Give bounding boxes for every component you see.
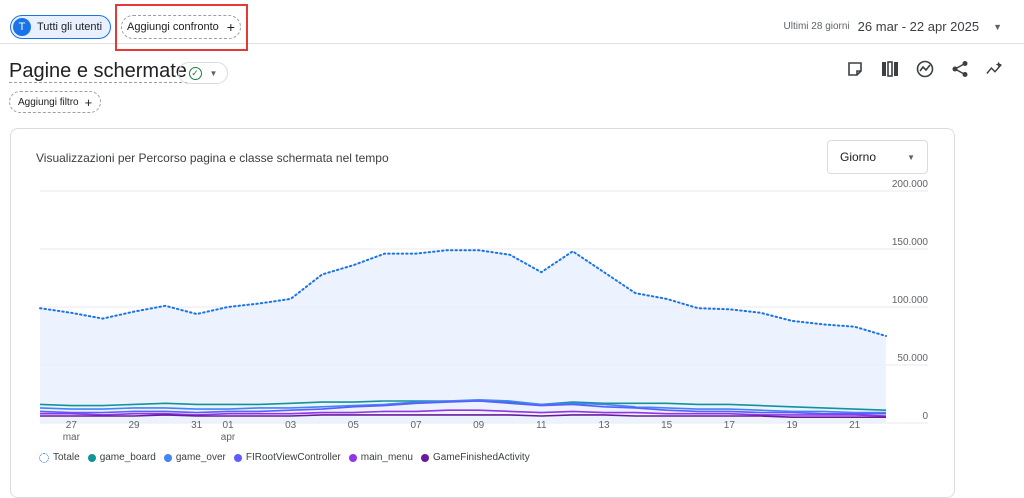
legend-label: game_over bbox=[175, 452, 226, 463]
legend-label: main_menu bbox=[360, 452, 413, 463]
legend-dot bbox=[87, 453, 96, 462]
x-tick-label: 11 bbox=[536, 420, 547, 431]
legend-dot bbox=[348, 453, 357, 462]
legend-item[interactable]: main_menu bbox=[348, 452, 413, 463]
legend-item[interactable]: GameFinishedActivity bbox=[421, 452, 530, 463]
legend-item[interactable]: FIRootViewController bbox=[233, 452, 341, 463]
x-tick-label: 21 bbox=[849, 420, 861, 431]
plus-icon: + bbox=[84, 94, 93, 110]
share-icon[interactable] bbox=[951, 60, 969, 78]
series-line-GameFinishedActivity bbox=[40, 414, 886, 419]
add-comparison-button[interactable]: Aggiungi confronto + bbox=[121, 15, 241, 39]
y-tick-label: 200.000 bbox=[892, 179, 929, 190]
x-tick-label: 03 bbox=[285, 420, 297, 431]
x-tick-label: 27 bbox=[66, 420, 78, 431]
granularity-value: Giorno bbox=[840, 150, 877, 164]
x-tick-label: 13 bbox=[598, 420, 610, 431]
chart-title: Visualizzazioni per Percorso pagina e cl… bbox=[36, 151, 389, 165]
legend-label: game_board bbox=[99, 452, 156, 463]
avatar: T bbox=[13, 18, 31, 36]
all-users-chip[interactable]: T Tutti gli utenti bbox=[10, 15, 112, 39]
chart-legend: Totale game_board game_over FIRootViewContr… bbox=[39, 452, 530, 463]
notes-icon[interactable] bbox=[846, 60, 864, 78]
y-tick-label: 50.000 bbox=[897, 353, 928, 364]
report-status-chip[interactable]: ✓ ▼ bbox=[178, 62, 228, 84]
x-tick-month: apr bbox=[221, 432, 236, 443]
plus-icon: + bbox=[226, 19, 235, 35]
top-bar: T Tutti gli utenti Aggiungi confronto + … bbox=[0, 0, 1024, 51]
series-line-Totale bbox=[39, 249, 887, 337]
legend-label: Totale bbox=[53, 452, 80, 463]
legend-item[interactable]: Totale bbox=[39, 452, 80, 463]
trend-icon[interactable] bbox=[986, 60, 1004, 78]
report-toolbar bbox=[846, 60, 1004, 78]
chevron-down-icon: ▼ bbox=[907, 152, 915, 162]
add-comparison-label: Aggiungi confronto bbox=[127, 21, 219, 33]
legend-label: GameFinishedActivity bbox=[433, 452, 530, 463]
y-tick-label: 150.000 bbox=[892, 237, 929, 248]
x-tick-label: 01 bbox=[222, 420, 234, 431]
x-tick-label: 09 bbox=[473, 420, 485, 431]
check-circle-icon: ✓ bbox=[188, 66, 202, 80]
date-range-label: Ultimi 28 giorni bbox=[783, 21, 850, 32]
insights-icon[interactable] bbox=[916, 60, 934, 78]
legend-dot bbox=[163, 453, 172, 462]
x-tick-label: 19 bbox=[786, 420, 798, 431]
page-title[interactable]: Pagine e schermate bbox=[9, 60, 187, 83]
compare-columns-icon[interactable] bbox=[881, 60, 899, 78]
y-tick-label: 100.000 bbox=[892, 295, 929, 306]
series-area-0 bbox=[40, 250, 886, 423]
add-filter-button[interactable]: Aggiungi filtro + bbox=[9, 91, 102, 113]
y-tick-label: 0 bbox=[922, 411, 928, 422]
legend-dot bbox=[421, 453, 429, 462]
series-line-FIRootViewController bbox=[39, 400, 886, 415]
legend-dot bbox=[39, 452, 49, 463]
x-tick-label: 31 bbox=[191, 420, 203, 431]
x-tick-month: mar bbox=[63, 432, 81, 443]
x-tick-label: 17 bbox=[724, 420, 736, 431]
legend-label: FIRootViewController bbox=[245, 452, 341, 463]
date-range-picker[interactable]: Ultimi 28 giorni 26 mar - 22 apr 2025 ▼ bbox=[784, 19, 1002, 34]
granularity-dropdown[interactable]: Giorno ▼ bbox=[827, 140, 928, 174]
x-tick-label: 29 bbox=[128, 420, 140, 431]
chevron-down-icon: ▼ bbox=[993, 21, 1002, 32]
legend-dot bbox=[233, 453, 242, 462]
legend-item[interactable]: game_board bbox=[87, 452, 156, 463]
all-users-label: Tutti gli utenti bbox=[37, 21, 103, 33]
chevron-down-icon: ▼ bbox=[209, 68, 218, 78]
highlight-box bbox=[115, 4, 248, 51]
date-range-value: 26 mar - 22 apr 2025 bbox=[857, 19, 980, 34]
series-line-game_over bbox=[39, 398, 886, 414]
x-tick-label: 05 bbox=[348, 420, 360, 431]
x-tick-label: 15 bbox=[661, 420, 673, 431]
legend-item[interactable]: game_over bbox=[163, 452, 226, 463]
add-filter-label: Aggiungi filtro bbox=[18, 96, 79, 108]
series-line-main_menu bbox=[40, 409, 887, 417]
x-tick-label: 07 bbox=[410, 420, 422, 431]
